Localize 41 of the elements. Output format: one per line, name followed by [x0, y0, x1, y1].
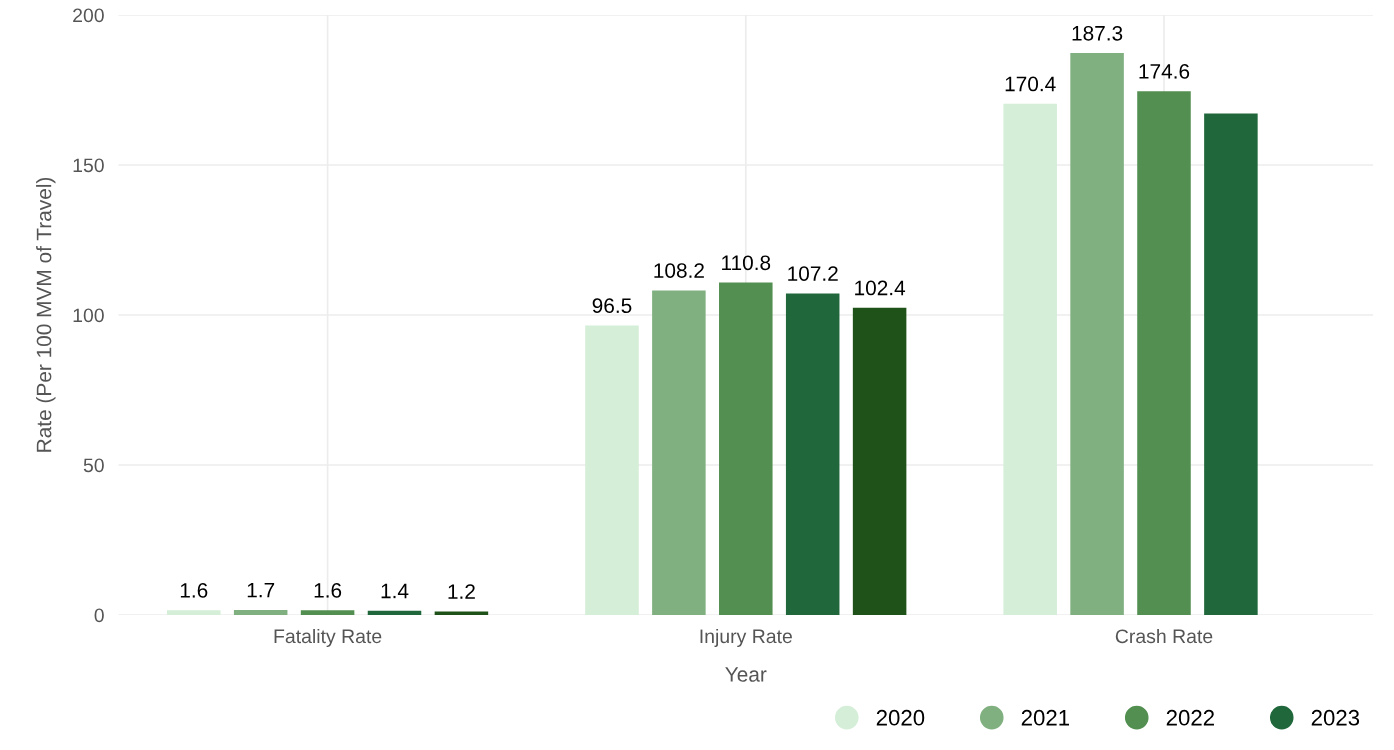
bar [585, 325, 639, 615]
data-label: 102.4 [855, 280, 906, 296]
x-tick-label: Crash Rate [1115, 628, 1213, 644]
bar [719, 282, 773, 615]
bar [367, 610, 422, 615]
data-label: 170.4 [1005, 76, 1056, 92]
bar [852, 307, 907, 615]
data-label: 107.2 [788, 266, 838, 281]
bar [1003, 103, 1057, 615]
data-label: 1.6 [180, 583, 208, 598]
data-label: 96.5 [592, 298, 632, 314]
y-tick-label: 150 [73, 158, 104, 173]
data-label: 1.7 [247, 582, 275, 598]
bar [300, 610, 355, 615]
x-tick-label: Injury Rate [700, 628, 792, 648]
data-label: 187.3 [1072, 25, 1123, 41]
bar [1070, 53, 1124, 615]
legend-label: 2023 [1311, 709, 1360, 726]
data-label: 1.2 [448, 584, 475, 599]
legend-label: 2021 [1021, 709, 1070, 726]
data-label: 110.8 [722, 255, 771, 271]
bar [785, 293, 840, 615]
bar [233, 609, 288, 615]
bar [1137, 91, 1191, 615]
bar [1204, 113, 1258, 615]
bar [167, 610, 221, 615]
data-label: 1.4 [381, 583, 409, 599]
x-tick-label: Fatality Rate [274, 628, 382, 648]
y-tick-label: 100 [73, 308, 104, 323]
bar [434, 611, 489, 615]
bar [652, 290, 706, 615]
legend-label: 2022 [1166, 709, 1214, 726]
data-label: 1.6 [314, 583, 342, 598]
x-axis-title: Year [725, 667, 767, 682]
y-axis-title: Rate (Per 100 MVM of Travel) [36, 177, 56, 452]
data-label: 174.6 [1139, 64, 1190, 79]
y-tick-label: 200 [73, 8, 104, 23]
data-label: 108.2 [654, 263, 704, 278]
y-tick-label: 50 [83, 458, 104, 473]
legend-label: 2020 [876, 709, 925, 726]
y-tick-label: 0 [94, 608, 104, 623]
